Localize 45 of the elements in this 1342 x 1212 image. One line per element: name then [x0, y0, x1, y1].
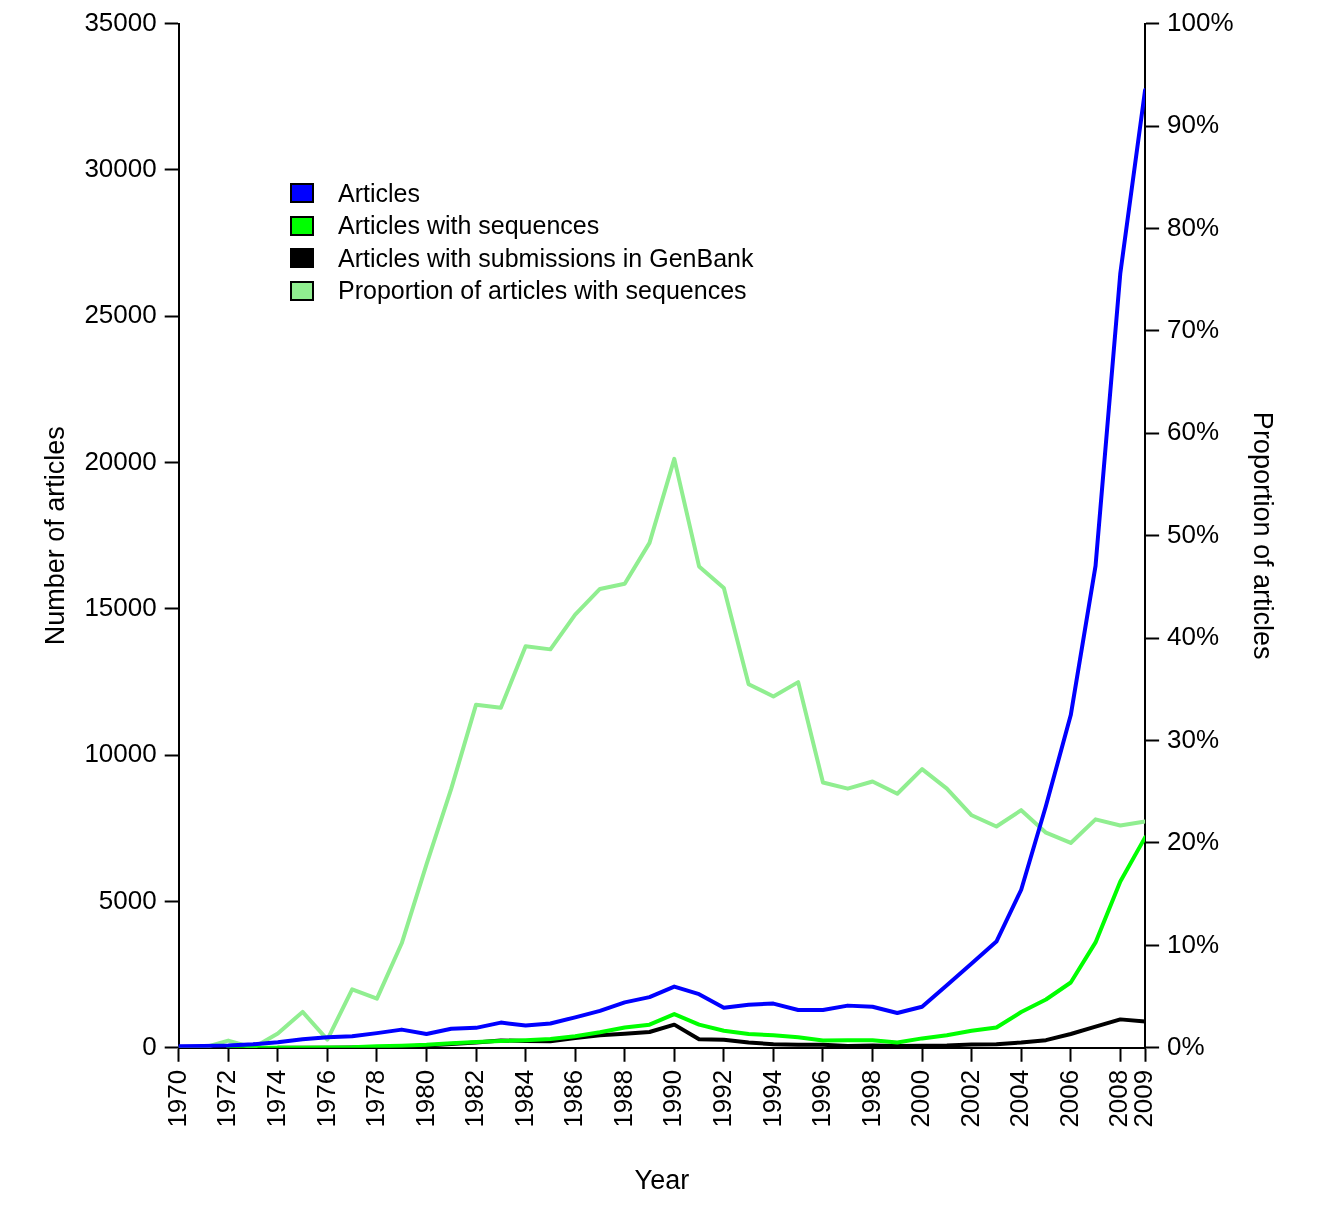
y-tick-label: 30000 — [84, 153, 157, 184]
legend-label: Articles with sequences — [338, 211, 600, 241]
legend-label: Articles with submissions in GenBank — [338, 243, 754, 273]
x-tick-label: 1990 — [657, 1069, 688, 1128]
y2-tick-label: 90% — [1167, 109, 1220, 140]
y2-tick-label: 30% — [1167, 723, 1220, 754]
x-axis-title: Year — [634, 1165, 690, 1196]
y2-tick-label: 50% — [1167, 518, 1220, 549]
y-axis-title: Number of articles — [39, 426, 70, 646]
x-tick-label: 1998 — [855, 1069, 886, 1128]
x-tick-label: 2000 — [905, 1069, 936, 1128]
x-tick-label: 1974 — [260, 1069, 291, 1128]
x-tick-label: 1988 — [607, 1069, 638, 1128]
x-tick-label: 1984 — [508, 1069, 539, 1128]
y-tick-label: 0 — [142, 1030, 157, 1061]
legend-label: Proportion of articles with sequences — [338, 276, 747, 306]
x-tick-label: 1996 — [806, 1069, 837, 1128]
x-tick-label: 1970 — [161, 1069, 192, 1128]
y2-tick-label: 20% — [1167, 826, 1220, 857]
y2-tick-label: 0% — [1167, 1030, 1205, 1061]
y2-tick-label: 70% — [1167, 314, 1220, 345]
y-tick-label: 20000 — [84, 445, 157, 476]
x-tick-label: 1972 — [211, 1069, 242, 1128]
x-tick-label: 2006 — [1053, 1069, 1084, 1128]
x-tick-label: 1980 — [409, 1069, 440, 1128]
y2-tick-label: 80% — [1167, 211, 1220, 242]
x-tick-label: 2004 — [1004, 1069, 1035, 1128]
y-tick-label: 35000 — [84, 6, 157, 37]
y-tick-label: 10000 — [84, 738, 157, 769]
x-tick-label: 1986 — [558, 1069, 589, 1128]
y-tick-label: 5000 — [98, 884, 157, 915]
x-tick-label: 1976 — [310, 1069, 341, 1128]
x-tick-label: 1994 — [756, 1069, 787, 1128]
y2-tick-label: 40% — [1167, 621, 1220, 652]
x-tick-label: 1978 — [360, 1069, 391, 1128]
y-tick-label: 25000 — [84, 299, 157, 330]
y-tick-label: 15000 — [84, 592, 157, 623]
y2-tick-label: 100% — [1167, 6, 1234, 37]
y2-tick-label: 60% — [1167, 416, 1220, 447]
x-tick-label: 1982 — [459, 1069, 490, 1128]
x-tick-label: 1992 — [707, 1069, 738, 1128]
x-tick-label: 2002 — [954, 1069, 985, 1128]
legend-label: Articles — [338, 178, 420, 208]
y2-axis-title: Proportion of articles — [1248, 411, 1279, 660]
y2-tick-label: 10% — [1167, 928, 1220, 959]
